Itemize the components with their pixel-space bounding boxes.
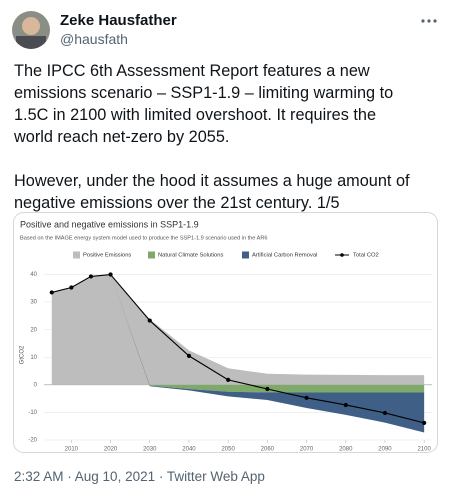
author-handle[interactable]: @hausfath — [60, 31, 128, 47]
legend-swatch — [340, 253, 344, 257]
x-tick-label: 2030 — [143, 447, 157, 453]
tweet-line: world reach net-zero by 2055. — [14, 128, 230, 146]
x-tick-label: 2070 — [300, 447, 314, 453]
y-tick-label: 40 — [30, 272, 37, 278]
x-tick-label: 2090 — [378, 447, 392, 453]
x-tick-label: 2020 — [104, 447, 118, 453]
y-axis-label: GtCO2 — [20, 345, 26, 364]
tweet-line: negative emissions over the 21st century… — [14, 194, 340, 212]
x-tick-label: 2100 — [417, 447, 431, 453]
point — [108, 272, 113, 277]
legend-label: Positive Emissions — [83, 253, 131, 259]
legend-swatch — [242, 251, 249, 259]
tweet-footer: 2:32 AM · Aug 10, 2021 · Twitter Web App — [14, 469, 265, 484]
point — [88, 274, 94, 279]
avatar[interactable] — [12, 11, 50, 50]
legend-label: Natural Climate Solutions — [158, 253, 224, 259]
point — [382, 410, 388, 416]
point — [147, 318, 152, 323]
point — [49, 290, 54, 295]
y-tick-label: 0 — [34, 382, 38, 388]
legend-swatch — [73, 251, 80, 259]
point — [226, 377, 231, 382]
chart-title: Positive and negative emissions in SSP1-… — [20, 219, 199, 229]
x-tick-label: 2080 — [339, 447, 353, 453]
y-tick-label: 20 — [30, 327, 37, 333]
tweet-line: emissions scenario – SSP1-1.9 – limiting… — [14, 84, 394, 102]
tweet-line: 1.5C in 2100 with limited overshoot. It … — [14, 106, 376, 124]
tweet-line: The IPCC 6th Assessment Report features … — [14, 62, 370, 80]
y-tick-label: -20 — [28, 438, 37, 444]
point — [265, 386, 270, 392]
x-tick-label: 2050 — [221, 447, 235, 453]
y-tick-label: 10 — [30, 355, 37, 361]
area — [51, 274, 425, 385]
x-tick-label: 2060 — [261, 447, 275, 453]
line — [51, 273, 425, 424]
y-tick-label: -10 — [28, 410, 37, 416]
legend-swatch — [148, 251, 155, 259]
tweet-line: However, under the hood it assumes a hug… — [14, 172, 410, 190]
chart-subtitle: Based on the IMAGE energy system model u… — [20, 235, 268, 241]
point — [343, 402, 348, 408]
point — [304, 395, 309, 400]
point — [422, 420, 427, 425]
y-tick-label: 30 — [30, 300, 37, 306]
legend-label: Artificial Carbon Removal — [252, 253, 317, 259]
x-tick-label: 2010 — [65, 447, 79, 453]
legend-label: Total CO2 — [353, 253, 379, 259]
x-tick-label: 2040 — [182, 447, 196, 453]
more-options[interactable] — [421, 19, 437, 23]
point — [186, 353, 192, 358]
point — [69, 285, 74, 290]
author-name[interactable]: Zeke Hausfather — [60, 12, 177, 29]
area — [51, 274, 425, 433]
